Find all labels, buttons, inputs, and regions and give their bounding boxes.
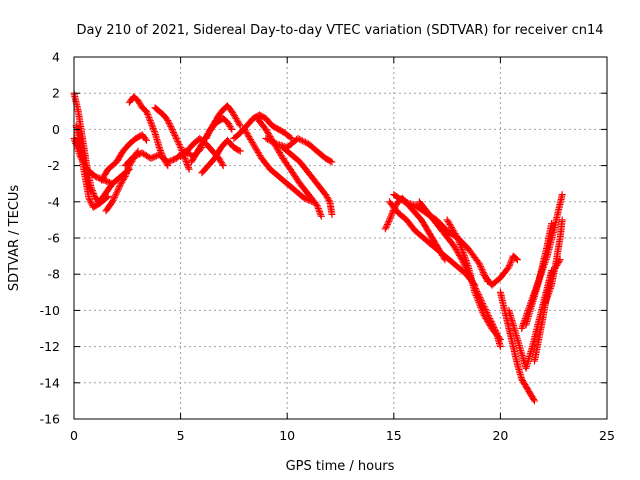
y-axis-ticks: 4 2 0 -2 -4 -6 -8 -10 -12 -14 -16 xyxy=(40,50,607,427)
x-tick-label: 15 xyxy=(386,428,402,443)
x-tick-label: 10 xyxy=(279,428,295,443)
x-tick-label: 20 xyxy=(492,428,508,443)
series-track-16 xyxy=(262,134,336,166)
data-point-markers xyxy=(262,134,336,166)
y-tick-label: -8 xyxy=(48,267,61,282)
data-point-markers xyxy=(541,216,566,307)
data-point-markers xyxy=(253,115,325,220)
series-track-19 xyxy=(386,198,479,289)
y-tick-label: -10 xyxy=(40,303,60,318)
series-track-28 xyxy=(522,220,556,329)
y-tick-label: 0 xyxy=(52,122,60,137)
y-tick-label: 4 xyxy=(52,50,60,65)
x-tick-label: 0 xyxy=(70,428,78,443)
data-point-markers xyxy=(98,131,150,184)
x-axis-ticks: 0 5 10 15 20 25 xyxy=(70,57,615,443)
x-axis-label: GPS time / hours xyxy=(286,459,395,474)
data-point-markers xyxy=(386,198,479,289)
y-axis-label: SDTVAR / TECUs xyxy=(7,185,22,292)
series-track-17 xyxy=(279,144,336,218)
series-track-11 xyxy=(202,102,244,142)
series-track-29 xyxy=(541,216,566,307)
data-point-markers xyxy=(522,220,556,329)
data-point-markers xyxy=(230,111,295,142)
y-tick-label: -12 xyxy=(40,339,60,354)
series-track-5 xyxy=(98,131,150,184)
series-track-2 xyxy=(72,122,112,211)
y-tick-label: 2 xyxy=(52,86,60,101)
series-track-22 xyxy=(443,216,504,343)
data-point-markers xyxy=(198,136,244,177)
data-points xyxy=(70,89,566,405)
data-point-markers xyxy=(443,216,504,343)
data-point-markers xyxy=(72,122,112,211)
y-tick-label: -14 xyxy=(40,375,60,390)
data-point-markers xyxy=(479,252,521,289)
series-track-24 xyxy=(496,288,538,405)
y-tick-label: -6 xyxy=(48,231,61,246)
y-tick-label: -16 xyxy=(40,412,60,427)
series-track-13 xyxy=(230,111,295,142)
data-point-markers xyxy=(279,144,336,218)
data-point-markers xyxy=(202,102,244,142)
series-track-23 xyxy=(479,252,521,289)
series-track-15 xyxy=(253,115,325,220)
y-tick-label: -2 xyxy=(48,158,60,173)
x-tick-label: 25 xyxy=(599,428,615,443)
x-tick-label: 5 xyxy=(177,428,185,443)
series-track-12 xyxy=(198,136,244,177)
y-tick-label: -4 xyxy=(48,194,61,209)
chart-title: Day 210 of 2021, Sidereal Day-to-day VTE… xyxy=(76,23,603,38)
series-track-14 xyxy=(241,125,317,206)
data-point-markers xyxy=(496,288,538,405)
grid xyxy=(74,57,607,419)
data-point-markers xyxy=(241,125,317,206)
